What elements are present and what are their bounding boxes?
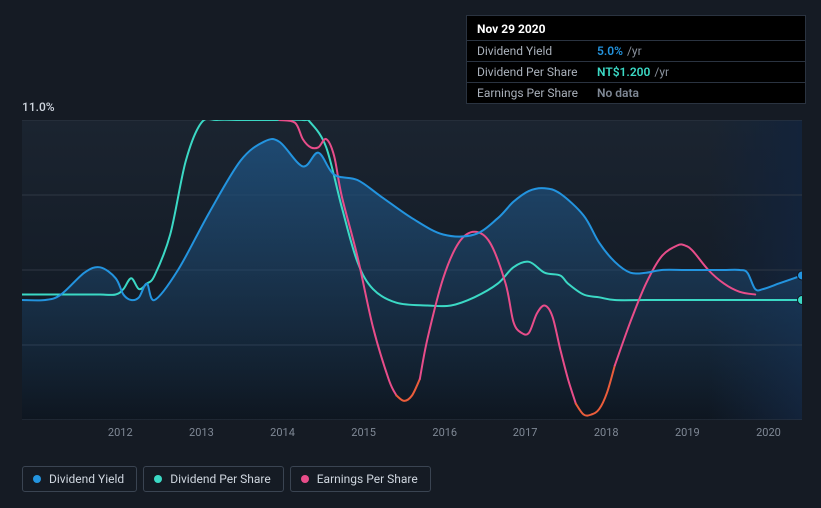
tooltip-label: Dividend Yield [477,44,597,58]
legend-dot-icon [33,475,41,483]
tooltip-value: 5.0% [597,44,623,58]
x-tick: 2015 [351,426,376,439]
tooltip-unit: /yr [654,65,669,79]
tooltip-label: Earnings Per Share [477,86,597,100]
x-tick: 2017 [513,426,538,439]
legend-dot-icon [154,475,162,483]
tooltip-row: Earnings Per ShareNo data [467,83,805,103]
legend-label: Dividend Yield [49,472,124,486]
legend-dot-icon [301,475,309,483]
tooltip-label: Dividend Per Share [477,65,597,79]
x-tick: 2016 [432,426,457,439]
tooltip-value: NT$1.200 [597,65,650,79]
tooltip-value: No data [597,86,639,100]
legend: Dividend Yield Dividend Per Share Earnings… [22,466,431,492]
legend-item-dividend-per-share[interactable]: Dividend Per Share [143,466,284,492]
tooltip-row: Dividend Yield5.0% /yr [467,41,805,62]
x-tick: 2012 [108,426,133,439]
tooltip-date: Nov 29 2020 [467,16,805,41]
tooltip-row: Dividend Per ShareNT$1.200/yr [467,62,805,83]
x-tick: 2020 [756,426,781,439]
legend-label: Earnings Per Share [317,472,418,486]
legend-label: Dividend Per Share [170,472,271,486]
legend-item-dividend-yield[interactable]: Dividend Yield [22,466,137,492]
x-tick: 2019 [675,426,700,439]
chart-plot[interactable] [22,120,802,420]
y-axis-max-label: 11.0% [22,100,55,114]
chart-tooltip: Nov 29 2020 Dividend Yield5.0%/yrDividen… [466,15,806,104]
x-tick: 2018 [594,426,619,439]
tooltip-unit: /yr [627,44,642,58]
chart-container: 11.0% 0% Past 20122013201420152016201720… [0,100,821,460]
legend-item-earnings-per-share[interactable]: Earnings Per Share [290,466,431,492]
x-tick: 2013 [189,426,214,439]
x-axis: 2012 2013 2014 2015 2016 2017 2018 2019 2020 [22,426,802,446]
x-tick: 2014 [270,426,295,439]
